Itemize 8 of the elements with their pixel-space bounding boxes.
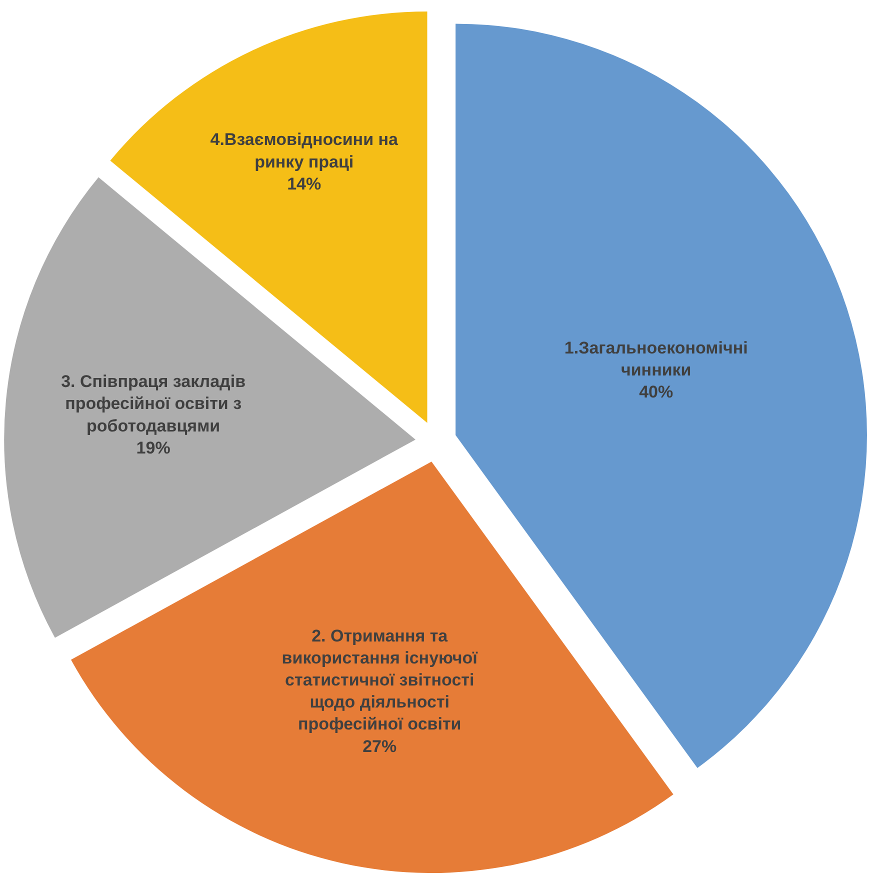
slice-label: 3. Співпраця закладів професійної освіти з роботодавцями [61, 372, 246, 436]
slice-label: 1.Загальноекономічні чинники [564, 338, 748, 380]
data-label: 19% [136, 438, 170, 458]
data-label: 14% [287, 174, 322, 194]
data-label: 40% [639, 382, 674, 402]
slice-label: 4.Взаємовідносини на ринку праці [210, 130, 399, 172]
slice-label: 2. Отримання та використання існуючої статистичної звітності щодо діяльності професійної освіти [282, 626, 479, 734]
data-label: 27% [362, 736, 397, 756]
